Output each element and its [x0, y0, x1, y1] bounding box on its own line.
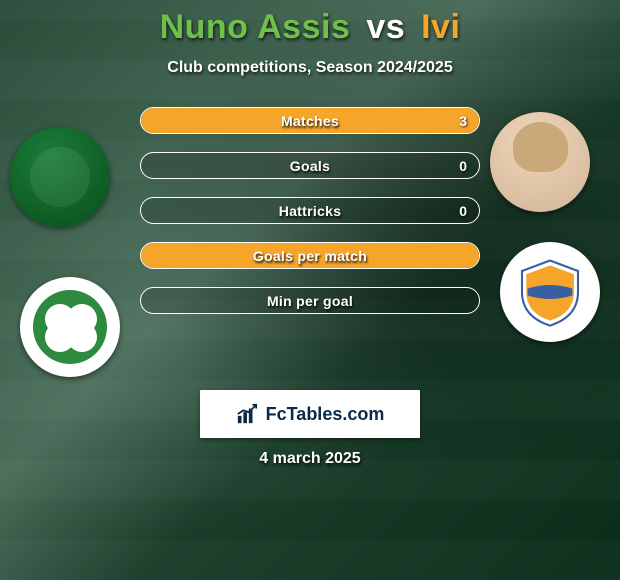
- date-label: 4 march 2025: [0, 450, 620, 468]
- chart-growth-icon: [236, 403, 258, 425]
- stat-row: Min per goal: [140, 287, 480, 314]
- stat-row: 0Goals: [140, 152, 480, 179]
- stat-label: Goals per match: [141, 248, 479, 264]
- shield-icon: [515, 257, 585, 327]
- subtitle: Club competitions, Season 2024/2025: [0, 59, 620, 77]
- shamrock-icon: [33, 290, 107, 364]
- stat-label: Min per goal: [141, 293, 479, 309]
- comparison-card: Nuno Assis vs Ivi Club competitions, Sea…: [0, 0, 620, 580]
- player1-avatar[interactable]: [10, 127, 110, 227]
- stat-label: Goals: [141, 158, 479, 174]
- stat-row: 0Hattricks: [140, 197, 480, 224]
- player1-name: Nuno Assis: [160, 8, 351, 46]
- stat-label: Hattricks: [141, 203, 479, 219]
- content-area: ★ ★ ★ 3Matches 0Goals 0Hattricks Goals per …: [0, 107, 620, 387]
- site-branding[interactable]: FcTables.com: [200, 390, 420, 438]
- player2-name: Ivi: [421, 8, 460, 46]
- page-title: Nuno Assis vs Ivi: [0, 8, 620, 47]
- site-name: FcTables.com: [266, 404, 385, 425]
- stat-row: 3Matches: [140, 107, 480, 134]
- vs-text: vs: [366, 8, 405, 46]
- player2-club-badge[interactable]: [500, 242, 600, 342]
- stat-label: Matches: [141, 113, 479, 129]
- player2-avatar[interactable]: [490, 112, 590, 212]
- stat-row: Goals per match: [140, 242, 480, 269]
- player1-club-badge[interactable]: ★ ★ ★: [20, 277, 120, 377]
- stat-bars: 3Matches 0Goals 0Hattricks Goals per match M…: [140, 107, 480, 314]
